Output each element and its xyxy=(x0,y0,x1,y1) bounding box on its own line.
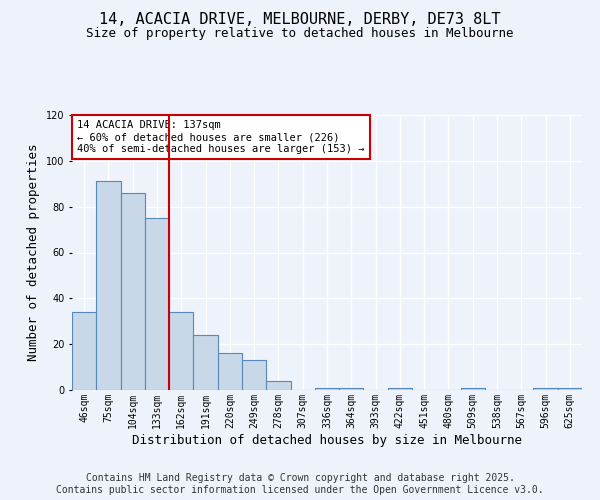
Bar xyxy=(193,335,218,390)
Bar xyxy=(315,388,339,390)
Y-axis label: Number of detached properties: Number of detached properties xyxy=(28,144,40,361)
Bar xyxy=(558,388,582,390)
Bar xyxy=(121,193,145,390)
Text: 14 ACACIA DRIVE: 137sqm
← 60% of detached houses are smaller (226)
40% of semi-d: 14 ACACIA DRIVE: 137sqm ← 60% of detache… xyxy=(77,120,365,154)
Text: Size of property relative to detached houses in Melbourne: Size of property relative to detached ho… xyxy=(86,28,514,40)
Bar xyxy=(218,354,242,390)
Bar xyxy=(96,182,121,390)
Bar xyxy=(533,388,558,390)
Bar xyxy=(388,388,412,390)
Text: 14, ACACIA DRIVE, MELBOURNE, DERBY, DE73 8LT: 14, ACACIA DRIVE, MELBOURNE, DERBY, DE73… xyxy=(99,12,501,28)
Text: Contains HM Land Registry data © Crown copyright and database right 2025.
Contai: Contains HM Land Registry data © Crown c… xyxy=(56,474,544,495)
Bar xyxy=(72,312,96,390)
Bar xyxy=(145,218,169,390)
X-axis label: Distribution of detached houses by size in Melbourne: Distribution of detached houses by size … xyxy=(132,434,522,446)
Bar xyxy=(242,360,266,390)
Bar xyxy=(266,381,290,390)
Bar xyxy=(169,312,193,390)
Bar xyxy=(339,388,364,390)
Bar xyxy=(461,388,485,390)
